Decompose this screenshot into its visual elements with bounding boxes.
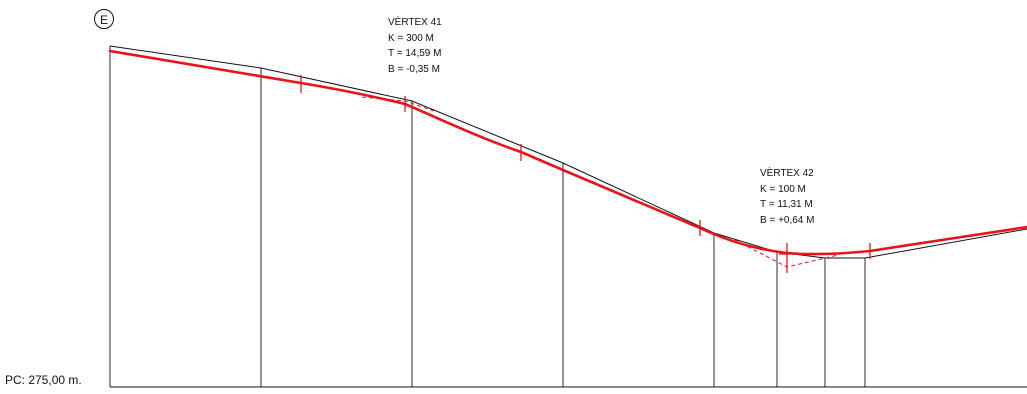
vertex-42-t: T = 11,31 M xyxy=(760,199,813,210)
vertex-41-t: T = 14,59 M xyxy=(388,48,442,59)
vertex-41-k: K = 300 M xyxy=(388,32,434,44)
vertex-42-b: B = +0,64 M xyxy=(760,214,815,226)
vertex-41-b: B = -0,35 M xyxy=(388,63,440,75)
vertex-41-name: VÈRTEX 41 xyxy=(388,17,442,28)
vertex-41-label: VÈRTEX 41 K = 300 M T = 14,59 M B = -0,3… xyxy=(388,15,442,77)
ordinate-lines xyxy=(109,46,866,387)
vertex-41-tangents xyxy=(361,96,435,112)
grade-line xyxy=(108,49,1027,256)
grade-ticks xyxy=(300,75,871,273)
section-marker-letter: E xyxy=(99,13,108,27)
vertex-42-label: VÈRTEX 42 K = 100 M T = 11,31 M B = +0,6… xyxy=(760,166,814,228)
terrain-line xyxy=(109,45,1027,259)
vertex-42-name: VÈRTEX 42 xyxy=(760,168,814,179)
datum-label: PC: 275,00 m. xyxy=(5,373,82,387)
section-marker-circle: E xyxy=(94,9,114,29)
vertex-42-k: K = 100 M xyxy=(760,183,806,195)
